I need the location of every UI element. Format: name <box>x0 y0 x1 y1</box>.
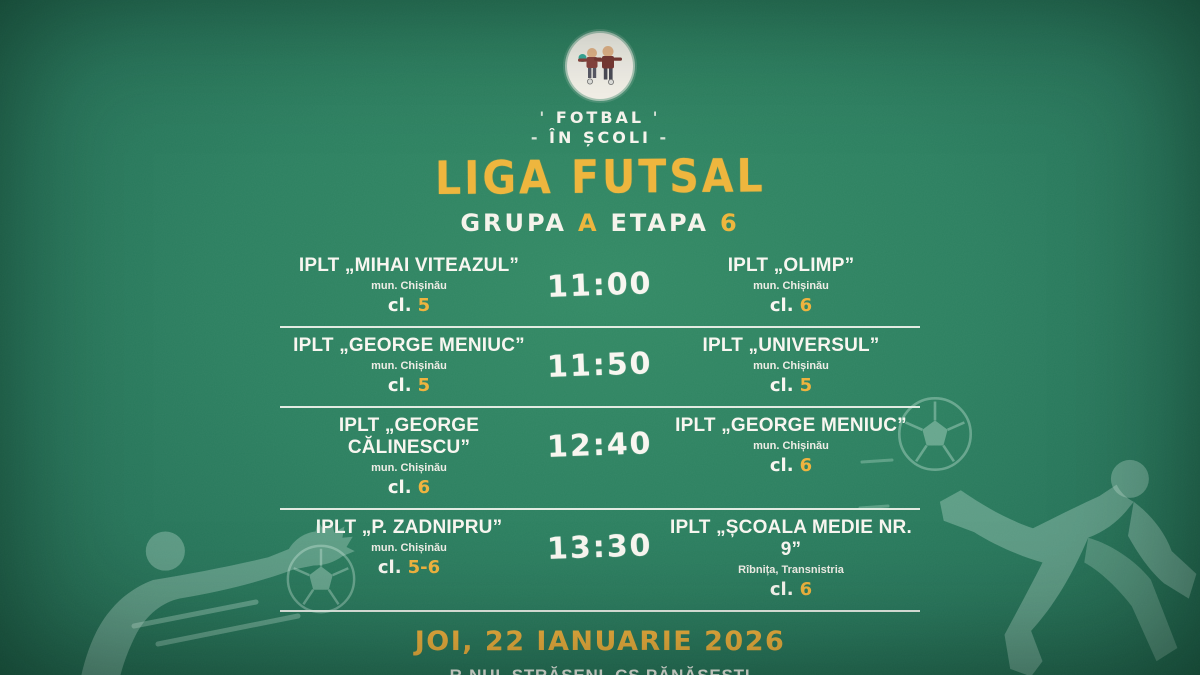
match-row: IPLT „P. ZADNIPRU” mun. Chișinău cl. 5-6 … <box>280 510 920 612</box>
team-city: mun. Chișinău <box>753 280 829 292</box>
team-name: IPLT „OLIMP” <box>727 255 855 276</box>
home-team: IPLT „P. ZADNIPRU” mun. Chișinău cl. 5-6 <box>280 517 538 600</box>
subtitle: GRUPA A ETAPA 6 <box>460 209 739 237</box>
match-time: 12:40 <box>546 426 654 465</box>
team-name: IPLT „GEORGE MENIUC” <box>293 335 525 356</box>
page-title: LIGA FUTSAL <box>434 148 766 206</box>
logo-text-line2: ÎN ȘCOLI <box>531 128 669 147</box>
subtitle-stage-value: 6 <box>719 209 740 237</box>
home-team: IPLT „GEORGE CĂLINESCU” mun. Chișinău cl… <box>280 415 538 498</box>
team-city: mun. Chișinău <box>371 360 447 372</box>
match-time: 11:50 <box>546 346 654 385</box>
team-class: cl. 5 <box>387 375 431 396</box>
team-class: cl. 6 <box>769 295 813 316</box>
away-team: IPLT „GEORGE MENIUC” mun. Chișinău cl. 6 <box>662 415 920 498</box>
team-class: cl. 6 <box>387 477 431 498</box>
two-kids-icon <box>578 46 622 86</box>
team-name: IPLT „MIHAI VITEAZUL” <box>298 255 520 276</box>
team-class: cl. 5 <box>769 375 813 396</box>
team-city: mun. Chișinău <box>371 462 447 474</box>
team-class: cl. 6 <box>769 455 813 476</box>
team-city: Rîbnița, Transnistria <box>738 564 844 576</box>
subtitle-group-value: A <box>577 209 600 237</box>
team-name: IPLT „P. ZADNIPRU” <box>315 517 503 538</box>
subtitle-grupa-label: GRUPA <box>460 209 567 237</box>
home-team: IPLT „MIHAI VITEAZUL” mun. Chișinău cl. 5 <box>280 255 538 316</box>
away-team: IPLT „ȘCOALA MEDIE NR. 9” Rîbnița, Trans… <box>662 517 920 600</box>
team-city: mun. Chișinău <box>753 440 829 452</box>
match-row: IPLT „MIHAI VITEAZUL” mun. Chișinău cl. 5… <box>280 248 920 328</box>
home-team: IPLT „GEORGE MENIUC” mun. Chișinău cl. 5 <box>280 335 538 396</box>
team-name: IPLT „GEORGE MENIUC” <box>675 415 907 436</box>
away-team: IPLT „OLIMP” mun. Chișinău cl. 6 <box>662 255 920 316</box>
team-city: mun. Chișinău <box>753 360 829 372</box>
match-time: 11:00 <box>546 266 654 305</box>
header: FOTBAL ÎN ȘCOLI LIGA FUTSAL GRUPA A ETAP… <box>0 0 1200 237</box>
subtitle-etapa-label: ETAPA <box>610 209 709 237</box>
team-class: cl. 5 <box>387 295 431 316</box>
match-time: 13:30 <box>546 528 654 567</box>
away-team: IPLT „UNIVERSUL” mun. Chișinău cl. 5 <box>662 335 920 396</box>
team-name: IPLT „GEORGE CĂLINESCU” <box>338 415 480 458</box>
team-city: mun. Chișinău <box>371 542 447 554</box>
team-name: IPLT „ȘCOALA MEDIE NR. 9” <box>670 517 912 560</box>
fotbal-in-scoli-logo <box>567 33 633 99</box>
logo-text-line1: FOTBAL <box>539 108 660 127</box>
match-date: JOI, 22 IANUARIE 2026 <box>414 626 786 657</box>
venue: R-NUL STRĂȘENI, CS PĂNĂȘEȘTI <box>450 666 751 675</box>
team-class: cl. 6 <box>769 579 813 600</box>
team-name: IPLT „UNIVERSUL” <box>702 335 880 356</box>
team-class: cl. 5-6 <box>377 557 441 578</box>
match-row: IPLT „GEORGE CĂLINESCU” mun. Chișinău cl… <box>280 408 920 510</box>
match-schedule: IPLT „MIHAI VITEAZUL” mun. Chișinău cl. 5… <box>280 248 920 612</box>
match-row: IPLT „GEORGE MENIUC” mun. Chișinău cl. 5 … <box>280 328 920 408</box>
footer: JOI, 22 IANUARIE 2026 R-NUL STRĂȘENI, CS… <box>0 612 1200 675</box>
team-city: mun. Chișinău <box>371 280 447 292</box>
